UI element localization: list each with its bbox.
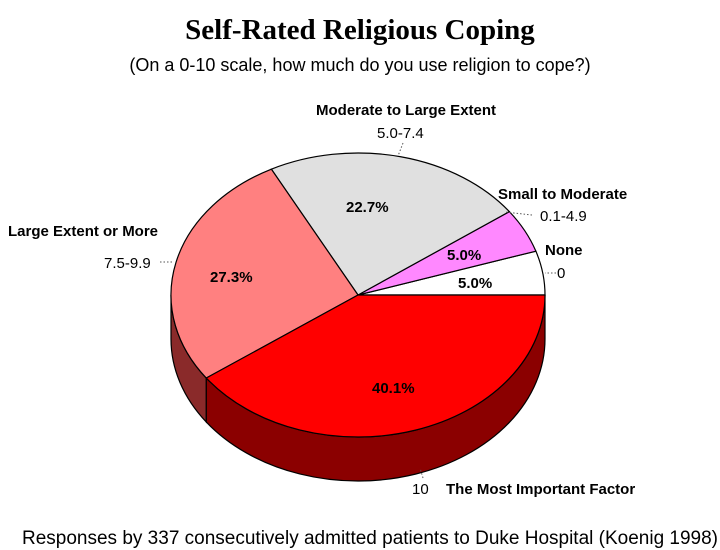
pie-slice-moderate-to-large-extent	[270, 152, 511, 296]
pie-labels: 5.0% None 0 5.0% Small to Moderate 0.1-4.9 22.…	[8, 102, 635, 498]
range-label-the-most-important-factor: 10	[412, 481, 429, 498]
range-label-small-to-moderate: 0.1-4.9	[540, 208, 587, 225]
category-label-small-to-moderate: Small to Moderate	[498, 186, 627, 203]
category-label-none: None	[545, 242, 583, 259]
pie-slice-large-extent-or-more	[170, 168, 359, 379]
category-label-large-extent-or-more: Large Extent or More	[8, 223, 158, 240]
category-label-moderate-to-large-extent: Moderate to Large Extent	[316, 102, 496, 119]
leader-line-small-to-moderate	[504, 211, 533, 216]
range-label-large-extent-or-more: 7.5-9.9	[104, 255, 151, 272]
pie-slice-the-most-important-factor	[205, 294, 546, 438]
pie-slices	[170, 152, 546, 438]
value-label-none: 5.0%	[458, 275, 492, 292]
value-label-small-to-moderate: 5.0%	[447, 247, 481, 264]
range-label-none: 0	[557, 265, 565, 282]
chart-subtitle: (On a 0-10 scale, how much do you use re…	[129, 55, 591, 75]
value-label-moderate-to-large-extent: 22.7%	[346, 199, 389, 216]
leader-line-moderate-to-large-extent	[397, 142, 404, 157]
range-label-moderate-to-large-extent: 5.0-7.4	[377, 125, 424, 142]
chart-title: Self-Rated Religious Coping	[185, 14, 535, 46]
leader-lines	[160, 142, 556, 479]
category-label-the-most-important-factor: The Most Important Factor	[446, 481, 635, 498]
value-label-the-most-important-factor: 40.1%	[372, 380, 415, 397]
chart-footnote: Responses by 337 consecutively admitted …	[22, 528, 719, 549]
value-label-large-extent-or-more: 27.3%	[210, 269, 253, 286]
